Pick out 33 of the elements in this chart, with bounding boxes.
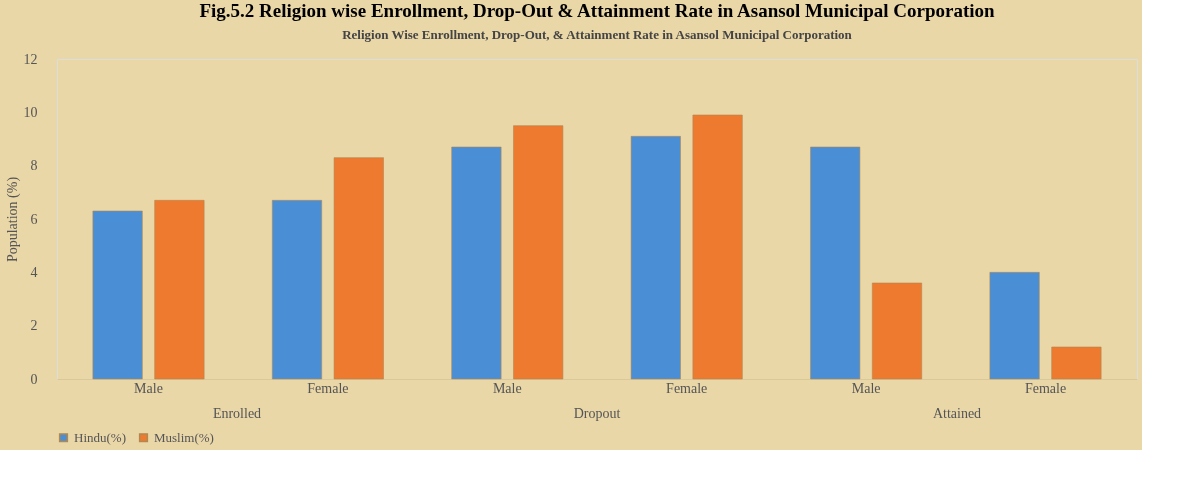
bar [451, 146, 502, 380]
bar [692, 114, 743, 380]
x-tick-label: Female [1024, 380, 1067, 396]
text: Enrolled [212, 406, 262, 421]
chart-title: Fig.5.2 Religion wise Enrollment, Drop-Out & Attainment Rate in Asansol Municipal Corporation [199, 0, 996, 21]
legend-label: Muslim(%) [154, 429, 214, 445]
x-tick-label: Male [134, 380, 163, 396]
y-tick-label: 8 [30, 158, 38, 174]
y-tick-label: 2 [30, 318, 38, 334]
x-tick-label: Male [492, 380, 522, 396]
bar [154, 200, 205, 380]
bar [1051, 346, 1102, 380]
y-tick-label: 12 [23, 51, 38, 67]
y-axis-title: Population (%) [4, 176, 21, 263]
legend-label: Hindu(%) [74, 429, 126, 445]
y-tick-label: 10 [23, 104, 38, 120]
x-tick-label: Female [307, 380, 349, 396]
x-tick-label: Male [851, 380, 881, 396]
text: Dropout [573, 406, 621, 421]
y-tick-label: 6 [30, 211, 38, 227]
y-tick-label: 0 [30, 371, 38, 387]
y-tick-label: 4 [30, 264, 38, 280]
bar [513, 125, 564, 380]
bar [871, 282, 923, 380]
chart-subtitle: Religion Wise Enrollment, Drop-Out, & Attainment Rate in Asansol Municipal Corporation [342, 27, 853, 42]
bar [630, 136, 681, 380]
bar [92, 210, 143, 380]
bar [810, 146, 861, 380]
bar [989, 272, 1040, 380]
bar [333, 157, 384, 380]
x-tick-label: Female [666, 380, 708, 396]
text: Attained [932, 406, 982, 421]
bar [271, 200, 323, 380]
